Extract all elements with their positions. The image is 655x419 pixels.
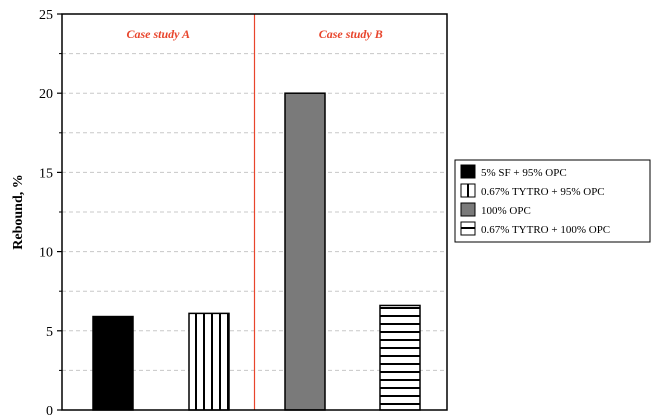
y-tick-label: 10: [39, 246, 53, 261]
legend-swatch: [460, 221, 476, 236]
panel-label: Case study A: [126, 27, 190, 41]
legend-swatch: [460, 183, 476, 198]
bar: [379, 304, 421, 411]
axes: [57, 13, 448, 411]
bars: [92, 92, 421, 411]
legend-swatch: [460, 202, 476, 217]
legend-swatch: [460, 164, 476, 179]
bar: [284, 92, 326, 411]
y-tick-label: 0: [46, 404, 53, 419]
y-tick-label: 5: [46, 325, 53, 340]
y-axis-label: Rebound, %: [11, 174, 26, 249]
legend-entry: 0.67% TYTRO + 100% OPC: [481, 224, 610, 236]
bar: [188, 312, 230, 411]
y-tick-label: 15: [39, 166, 53, 181]
legend: 5% SF + 95% OPC 0.67% TYTRO + 95% OPC 100%…: [454, 159, 651, 243]
panel-label: Case study B: [319, 27, 383, 41]
y-tick-label: 20: [39, 87, 53, 102]
labels: Case study A Case study B 0 5 10 15 20 25 Reboun…: [11, 8, 383, 419]
legend-entry: 100% OPC: [481, 205, 531, 217]
y-tick-label: 25: [39, 8, 53, 23]
legend-box: [454, 159, 651, 243]
legend-entry: 0.67% TYTRO + 95% OPC: [481, 186, 605, 198]
legend-entry: 5% SF + 95% OPC: [481, 167, 567, 179]
bar: [92, 315, 134, 411]
